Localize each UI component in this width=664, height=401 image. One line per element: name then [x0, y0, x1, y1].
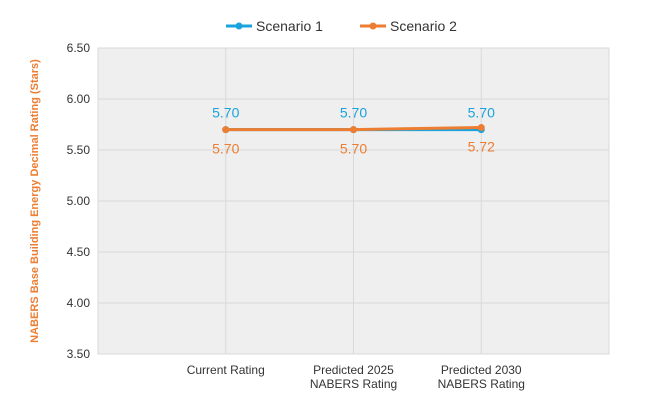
x-tick-label: Predicted 2030: [441, 363, 522, 377]
data-point: [222, 126, 230, 134]
y-tick-label: 5.00: [67, 194, 91, 208]
grid-lines: [98, 47, 609, 355]
data-label: 5.70: [340, 141, 367, 157]
x-tick-label: NABERS Rating: [310, 377, 397, 391]
x-tick-label: Current Rating: [187, 363, 265, 377]
legend-label: Scenario 1: [256, 18, 323, 34]
data-label: 5.70: [212, 141, 239, 157]
y-tick-label: 3.50: [67, 347, 91, 361]
data-point: [350, 126, 357, 134]
series-2: 5.70 5.70 5.72: [212, 124, 495, 157]
y-tick-label: 6.50: [67, 41, 91, 55]
series-group: 5.70 5.70 5.70 5.70 5.70 5.72: [212, 105, 495, 157]
legend-swatch-marker: [369, 22, 377, 30]
y-axis-ticks: 3.50 4.00 4.50 5.00 5.50 6.00 6.50: [67, 41, 91, 361]
data-label: 5.70: [468, 105, 495, 121]
data-label: 5.70: [212, 105, 239, 121]
y-tick-label: 5.50: [67, 143, 91, 157]
x-tick-label: Predicted 2025: [313, 363, 394, 377]
x-tick-label: NABERS Rating: [438, 377, 525, 391]
legend-swatch-marker: [235, 22, 243, 30]
y-tick-label: 4.00: [67, 296, 91, 310]
data-point: [477, 124, 485, 132]
y-tick-label: 4.50: [67, 245, 91, 259]
legend-label: Scenario 2: [390, 18, 457, 34]
data-label: 5.70: [340, 105, 367, 121]
legend: Scenario 1 Scenario 2: [226, 18, 457, 34]
y-axis-label: NABERS Base Building Energy Decimal Rati…: [29, 59, 41, 343]
y-tick-label: 6.00: [67, 92, 91, 106]
data-label: 5.72: [468, 139, 495, 155]
